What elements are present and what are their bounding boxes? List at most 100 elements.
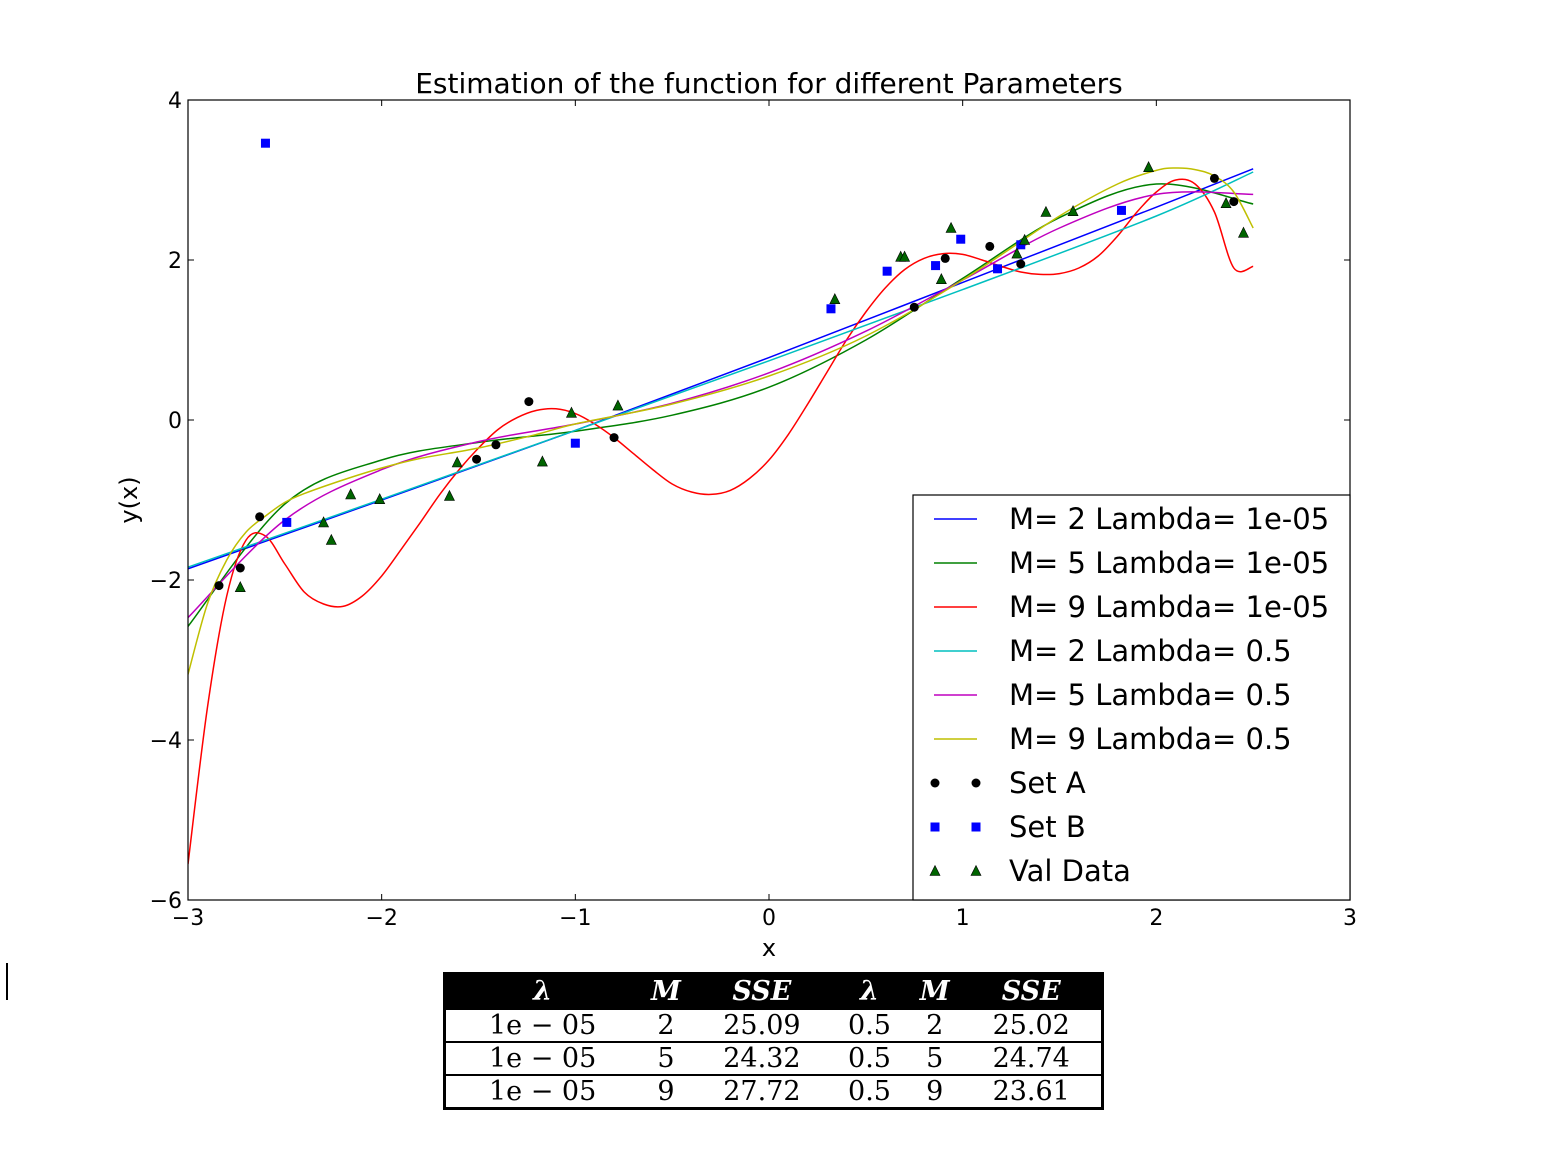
data-point	[1116, 205, 1126, 215]
data-point	[909, 302, 919, 312]
series-markers	[214, 138, 1249, 593]
table-cell: 1e − 05	[444, 1008, 640, 1042]
y-tick-label: −4	[150, 729, 182, 754]
table-cell: 9	[639, 1074, 693, 1109]
data-point	[325, 533, 337, 545]
data-point	[612, 399, 624, 411]
data-point	[899, 250, 911, 262]
table-header-row: λ M SSE λ M SSE	[444, 973, 1103, 1009]
table-header-sse: SSE	[961, 973, 1103, 1009]
scatter-series-6	[214, 173, 1239, 591]
data-point	[931, 261, 941, 271]
legend-marker-swatch	[971, 778, 981, 788]
data-point	[472, 454, 482, 464]
legend-label: M= 9 Lambda= 1e-05	[1009, 590, 1329, 624]
legend-label: M= 5 Lambda= 0.5	[1009, 678, 1292, 712]
table-cell: 5	[907, 1041, 962, 1075]
table-row: 1e − 05 5 24.32 0.5 5 24.74	[444, 1041, 1103, 1075]
table-row: 1e − 05 9 27.72 0.5 9 23.61	[444, 1074, 1103, 1109]
data-point	[882, 266, 892, 276]
data-point	[940, 253, 950, 263]
table-cell: 0.5	[831, 1008, 908, 1042]
data-point	[609, 433, 619, 443]
data-point	[260, 138, 270, 148]
y-tick-label: 4	[168, 89, 182, 114]
legend-label: M= 2 Lambda= 1e-05	[1009, 502, 1329, 536]
y-tick-label: 2	[168, 249, 182, 274]
x-tick-label: 0	[762, 906, 776, 931]
scatter-series-8	[234, 161, 1249, 593]
table-header-lambda: λ	[444, 973, 640, 1009]
legend-label: Val Data	[1009, 854, 1131, 888]
data-point	[1237, 226, 1249, 238]
table-cell: 1e − 05	[444, 1074, 640, 1109]
series-line-4	[188, 191, 1254, 619]
data-point	[374, 493, 386, 505]
legend: M= 2 Lambda= 1e-05 M= 5 Lambda= 1e-05 M= 9…	[912, 494, 1351, 901]
x-tick-label: −3	[172, 906, 204, 931]
data-point	[255, 512, 265, 522]
data-point	[1220, 197, 1232, 208]
legend-label: Set A	[1009, 766, 1086, 800]
legend-marker-swatch	[929, 864, 941, 876]
table-header-m: M	[639, 973, 693, 1009]
data-point	[1016, 259, 1026, 269]
table-header-lambda: λ	[831, 973, 908, 1009]
x-tick-label: −2	[365, 906, 397, 931]
axis-ticks: −3 −2 −1 0 1 2 3 −6 −4 −2 0 2 4	[150, 89, 1357, 931]
data-point	[565, 406, 577, 418]
data-point	[443, 489, 455, 501]
data-point	[235, 563, 245, 573]
legend-label: M= 5 Lambda= 1e-05	[1009, 546, 1329, 580]
data-point	[524, 397, 534, 407]
table-cell: 23.61	[961, 1074, 1103, 1109]
table-cell: 0.5	[831, 1041, 908, 1075]
data-point	[935, 273, 947, 285]
table-cell: 25.09	[692, 1008, 832, 1042]
table-cell: 0.5	[831, 1074, 908, 1109]
data-point	[536, 455, 548, 467]
legend-marker-swatch	[970, 864, 982, 876]
x-tick-label: 3	[1343, 906, 1357, 931]
x-tick-label: 1	[956, 906, 970, 931]
data-point	[945, 221, 957, 233]
legend-label: M= 2 Lambda= 0.5	[1009, 634, 1292, 668]
data-point	[1229, 197, 1239, 207]
series-line-2	[188, 178, 1254, 865]
table-cell: 24.74	[961, 1041, 1103, 1075]
data-point	[282, 517, 292, 527]
table-cell: 25.02	[961, 1008, 1103, 1042]
table-cell: 2	[639, 1008, 693, 1042]
data-point	[1011, 247, 1023, 259]
chart-title: Estimation of the function for different…	[415, 67, 1123, 100]
legend-marker-swatch	[930, 822, 940, 832]
legend-marker-swatch	[930, 778, 940, 788]
table-cell: 2	[907, 1008, 962, 1042]
x-axis-label: x	[762, 934, 776, 962]
data-point	[829, 293, 841, 305]
table-cell: 5	[639, 1041, 693, 1075]
data-point	[956, 234, 966, 244]
legend-label: Set B	[1009, 810, 1086, 844]
data-point	[570, 438, 580, 448]
legend-box	[912, 494, 1351, 901]
data-point	[1019, 233, 1031, 245]
data-point	[491, 440, 501, 450]
data-point	[345, 488, 357, 500]
table-header-m: M	[907, 973, 962, 1009]
table-cell: 1e − 05	[444, 1041, 640, 1075]
data-point	[993, 264, 1003, 274]
y-axis-label: y(x)	[115, 476, 143, 523]
table-cell: 27.72	[692, 1074, 832, 1109]
text-cursor	[6, 963, 8, 1000]
data-point	[1143, 161, 1155, 172]
data-point	[1067, 205, 1079, 216]
results-table: λ M SSE λ M SSE 1e − 05 2 25.09 0.5 2 25…	[443, 972, 1104, 1110]
data-point	[451, 456, 463, 468]
series-line-5	[188, 167, 1254, 675]
data-point	[1209, 173, 1219, 183]
data-point	[234, 581, 246, 593]
table-cell: 24.32	[692, 1041, 832, 1075]
legend-marker-swatch	[971, 822, 981, 832]
